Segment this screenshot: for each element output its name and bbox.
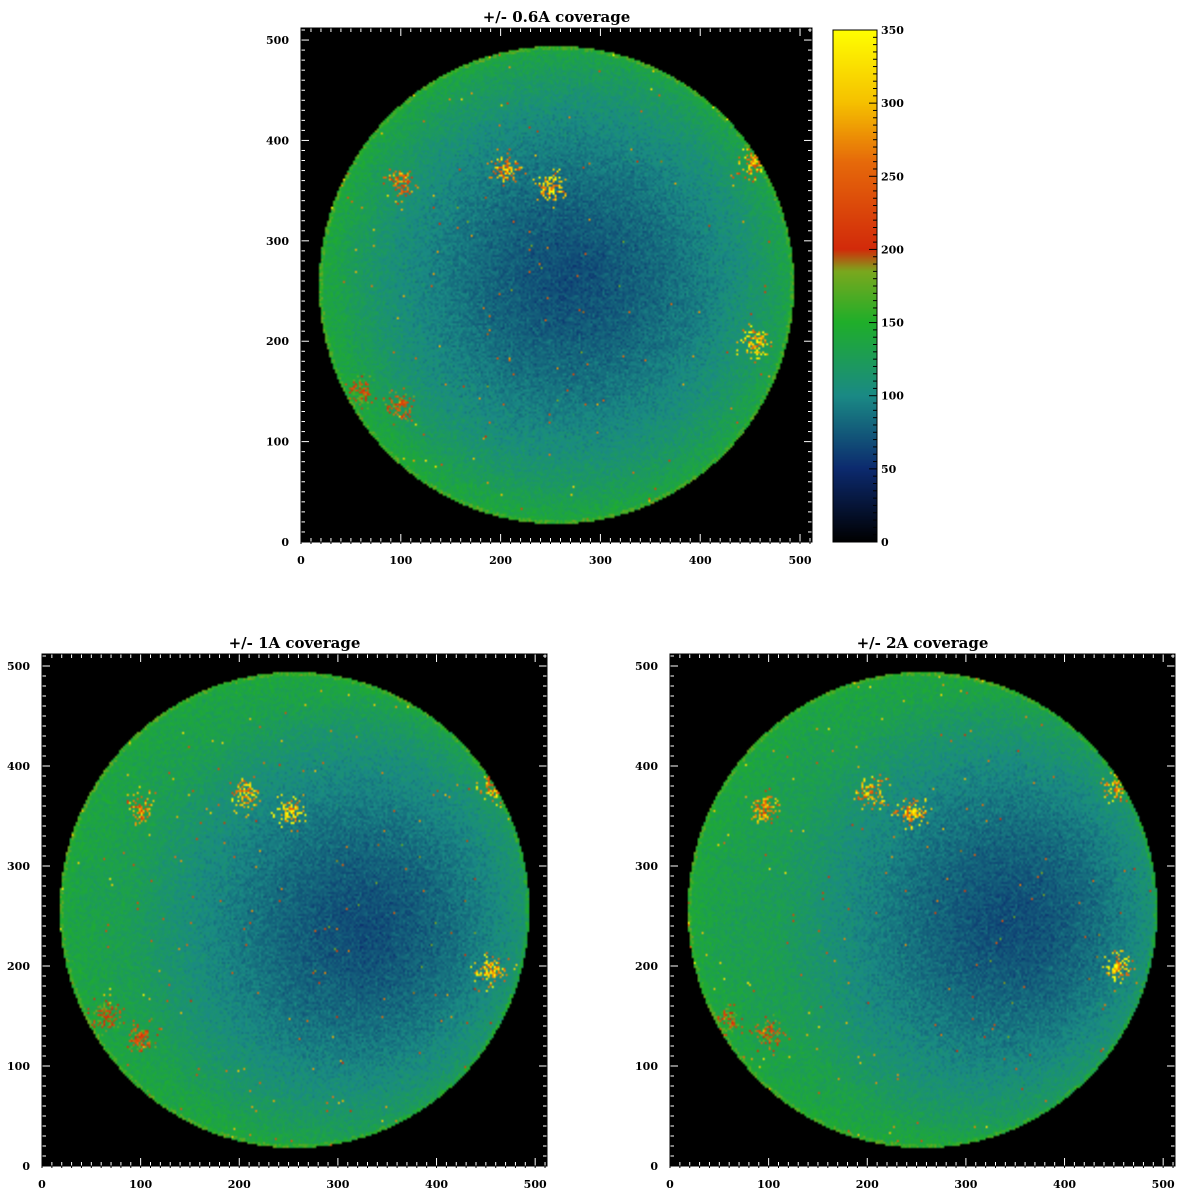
panel-2-frame [41, 653, 548, 1167]
colorbar: 0 50 100 150 200 250 300 350 [832, 24, 904, 549]
panel-1-y-tick-label: 200 [266, 335, 289, 348]
colorbar-tick-label: 300 [881, 97, 904, 110]
panel-3-y-tick-label: 200 [635, 960, 658, 973]
panel-2-x-tick-label: 500 [524, 1178, 547, 1191]
panel-3-heatmap-image [670, 654, 1175, 1166]
panel-1-y-tick-label: 400 [266, 134, 289, 147]
panel-1: 0 100 200 300 400 500 0 100 200 300 400 500 +/- 0.6A… [266, 8, 813, 567]
panel-2-heatmap-image [42, 654, 547, 1166]
panel-1-y-tick-label: 100 [266, 436, 289, 449]
panel-1-x-tick-label: 500 [789, 554, 812, 567]
panel-2-y-tick-label: 100 [7, 1060, 30, 1073]
panel-1-y-tick-label: 0 [281, 536, 289, 549]
panel-3-y-tick-label: 100 [635, 1060, 658, 1073]
panel-3-title: +/- 2A coverage [857, 634, 989, 652]
panel-2-title: +/- 1A coverage [229, 634, 361, 652]
panel-3-y-tick-label: 300 [635, 860, 658, 873]
panel-3-x-tick-label: 300 [954, 1178, 977, 1191]
colorbar-tick-label: 250 [881, 170, 904, 183]
panel-3-x-tick-label: 400 [1053, 1178, 1076, 1191]
panel-3-x-tick-label: 100 [757, 1178, 780, 1191]
colorbar-tick-label: 100 [881, 390, 904, 403]
panel-1-title: +/- 0.6A coverage [483, 8, 631, 26]
panel-1-y-tick-label: 300 [266, 235, 289, 248]
panel-3-y-tick-label: 400 [635, 760, 658, 773]
panel-3-x-tick-label: 200 [856, 1178, 879, 1191]
colorbar-tick-label: 0 [881, 536, 889, 549]
panel-2-y-tick-label: 300 [7, 860, 30, 873]
panel-1-x-tick-label: 100 [389, 554, 412, 567]
panel-2-x-tick-label: 0 [38, 1178, 46, 1191]
panel-1-x-tick-label: 400 [689, 554, 712, 567]
panel-3-y-tick-label: 500 [635, 660, 658, 673]
colorbar-tick-label: 150 [881, 317, 904, 330]
panel-3-y-tick-label: 0 [650, 1160, 658, 1173]
panel-2-y-tick-label: 400 [7, 760, 30, 773]
colorbar-tick-label: 200 [881, 243, 904, 256]
panel-2-x-tick-label: 100 [129, 1178, 152, 1191]
panel-2-x-tick-label: 400 [425, 1178, 448, 1191]
panel-1-x-tick-label: 300 [589, 554, 612, 567]
colorbar-gradient [833, 30, 877, 542]
panel-3-x-tick-label: 500 [1152, 1178, 1175, 1191]
panel-3-x-tick-label: 0 [666, 1178, 674, 1191]
panel-2-y-tick-label: 500 [7, 660, 30, 673]
panel-2: 0 100 200 300 400 500 0 100 200 300 400 500 +/- 1A c… [7, 634, 548, 1191]
panel-3: 0 100 200 300 400 500 0 100 200 300 400 500 +/- 2A c… [635, 634, 1176, 1191]
panel-1-heatmap-image [301, 28, 812, 542]
panel-2-y-tick-label: 200 [7, 960, 30, 973]
panel-3-frame [669, 653, 1176, 1167]
colorbar-tick-label: 50 [881, 463, 897, 476]
panel-2-y-tick-label: 0 [22, 1160, 30, 1173]
panel-1-frame [300, 27, 813, 543]
panel-1-x-tick-label: 0 [297, 554, 305, 567]
panel-1-x-tick-label: 200 [489, 554, 512, 567]
panel-2-x-tick-label: 200 [228, 1178, 251, 1191]
colorbar-tick-label: 350 [881, 24, 904, 37]
panel-2-x-tick-label: 300 [326, 1178, 349, 1191]
panel-1-y-tick-label: 500 [266, 34, 289, 47]
